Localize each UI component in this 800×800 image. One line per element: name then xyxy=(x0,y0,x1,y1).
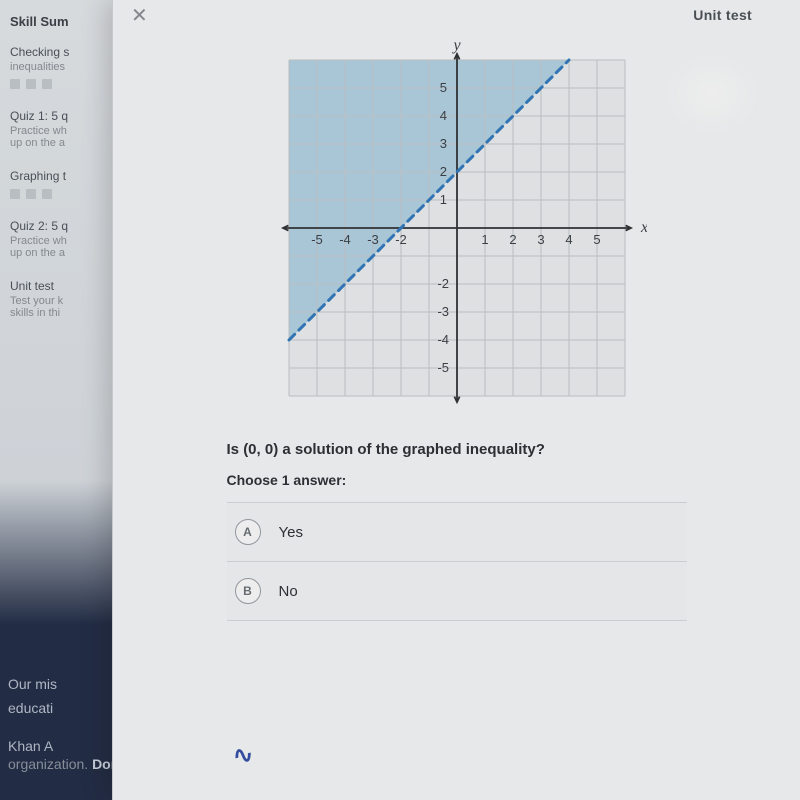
svg-text:3: 3 xyxy=(537,232,544,247)
svg-text:-2: -2 xyxy=(395,232,407,247)
svg-text:4: 4 xyxy=(439,108,446,123)
svg-text:1: 1 xyxy=(439,192,446,207)
graph-svg: -5 -4 -3 -2 1 2 3 4 5 5 4 3 2 1 -2 -3 -4 -5 y x xyxy=(267,38,647,418)
unit-test-modal: ✕ Unit test -5 -4 -3 -2 1 2 3 4 5 5 4 3 2 1 -2 -3 -4 -5 y x… xyxy=(112,0,800,800)
answer-letter-badge: B xyxy=(235,578,261,604)
svg-text:4: 4 xyxy=(565,232,572,247)
progress-bars xyxy=(10,79,110,89)
footer-text: organization. xyxy=(8,756,92,772)
question-text: Is (0, 0) a solution of the graphed ineq… xyxy=(227,441,687,458)
svg-text:-3: -3 xyxy=(437,304,449,319)
svg-text:y: y xyxy=(451,38,461,54)
sidebar-item[interactable]: Graphing t xyxy=(10,169,110,199)
sidebar-item-sub: Test your k skills in thi xyxy=(10,295,110,319)
sidebar-item[interactable]: Quiz 1: 5 q Practice wh up on the a xyxy=(10,109,110,149)
sidebar-item-sub: inequalities xyxy=(10,61,110,73)
svg-text:x: x xyxy=(640,219,647,236)
close-icon[interactable]: ✕ xyxy=(131,3,148,28)
svg-text:-4: -4 xyxy=(339,232,351,247)
question-block: Is (0, 0) a solution of the graphed ineq… xyxy=(227,441,687,621)
q-point: (0, 0) xyxy=(243,441,278,458)
svg-text:2: 2 xyxy=(439,164,446,179)
svg-text:5: 5 xyxy=(593,232,600,247)
sidebar-item-title: Graphing t xyxy=(10,169,110,183)
sidebar-item-title: Quiz 2: 5 q xyxy=(10,219,110,233)
modal-title: Unit test xyxy=(693,7,752,23)
progress-bars xyxy=(10,189,110,199)
answer-label: Yes xyxy=(279,524,303,541)
sidebar-item-title: Checking s xyxy=(10,45,110,59)
modal-header: ✕ Unit test xyxy=(113,0,800,30)
svg-text:2: 2 xyxy=(509,232,516,247)
sidebar-item-sub: Practice wh up on the a xyxy=(10,125,110,149)
sidebar-item[interactable]: Quiz 2: 5 q Practice wh up on the a xyxy=(10,219,110,259)
answer-letter-badge: A xyxy=(235,519,261,545)
pen-scribble-icon: ∿ xyxy=(231,739,256,771)
svg-text:-5: -5 xyxy=(311,232,323,247)
answer-option-b[interactable]: B No xyxy=(227,562,687,621)
sidebar-heading: Skill Sum xyxy=(10,14,110,29)
svg-text:-2: -2 xyxy=(437,276,449,291)
svg-text:5: 5 xyxy=(439,80,446,95)
svg-text:-3: -3 xyxy=(367,232,379,247)
screen-glare xyxy=(632,24,792,164)
sidebar-item[interactable]: Checking s inequalities xyxy=(10,45,110,89)
answer-option-a[interactable]: A Yes xyxy=(227,502,687,562)
svg-text:-4: -4 xyxy=(437,332,449,347)
svg-text:1: 1 xyxy=(481,232,488,247)
answer-label: No xyxy=(279,583,298,600)
sidebar-item-title: Unit test xyxy=(10,279,110,293)
q-text: a solution of the graphed inequality? xyxy=(278,441,545,458)
sidebar-item-sub: Practice wh up on the a xyxy=(10,235,110,259)
sidebar-item-title: Quiz 1: 5 q xyxy=(10,109,110,123)
inequality-graph: -5 -4 -3 -2 1 2 3 4 5 5 4 3 2 1 -2 -3 -4 -5 y x xyxy=(267,38,647,423)
svg-text:-5: -5 xyxy=(437,360,449,375)
svg-text:3: 3 xyxy=(439,136,446,151)
question-instruction: Choose 1 answer: xyxy=(227,472,687,488)
sidebar-item[interactable]: Unit test Test your k skills in thi xyxy=(10,279,110,319)
q-text: Is xyxy=(227,441,244,458)
